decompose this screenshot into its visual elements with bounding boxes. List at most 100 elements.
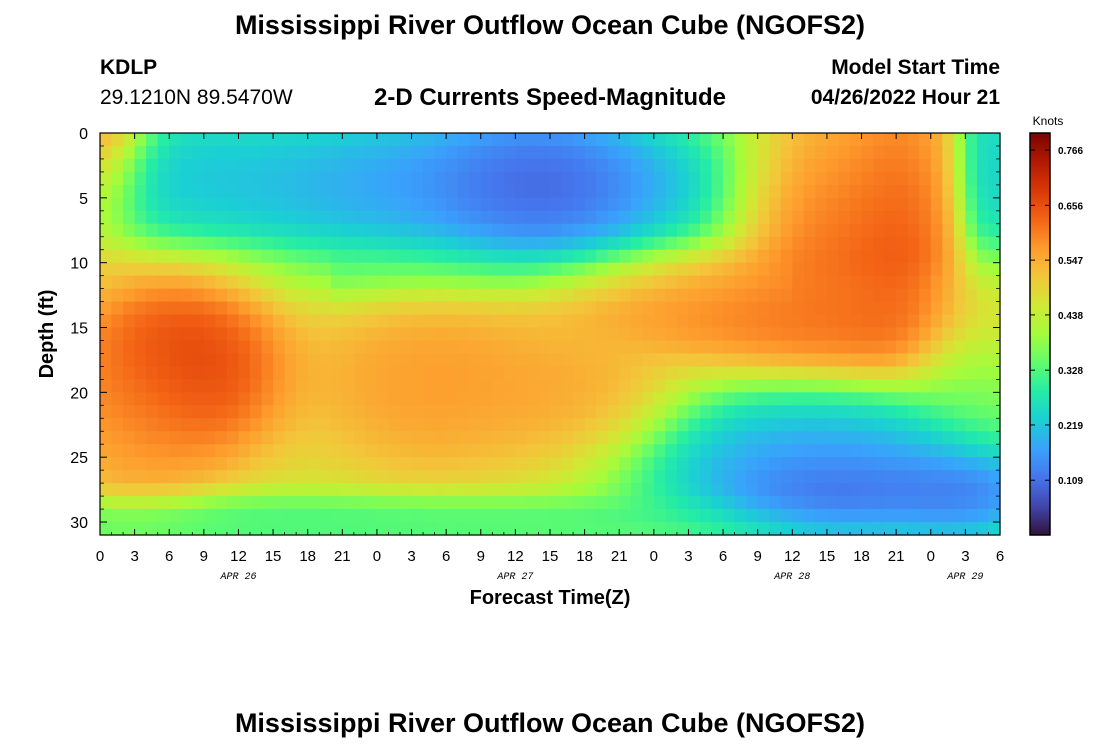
heatmap-cell (803, 483, 816, 497)
heatmap-cell (157, 379, 170, 393)
heatmap-cell (353, 366, 366, 380)
heatmap-cell (942, 379, 955, 393)
heatmap-cell (619, 392, 632, 406)
heatmap-cell (850, 145, 863, 160)
heatmap-cell (319, 262, 332, 277)
heatmap-cell (146, 418, 159, 432)
heatmap-cell (965, 496, 978, 510)
heatmap-cell (561, 366, 574, 380)
heatmap-cell (653, 171, 666, 186)
heatmap-cell (723, 301, 736, 316)
heatmap-cell (815, 379, 828, 393)
heatmap-cell (250, 158, 263, 173)
heatmap-cell (550, 197, 563, 212)
heatmap-cell (480, 314, 493, 329)
heatmap-cell (157, 457, 170, 471)
heatmap-cell (446, 288, 459, 303)
heatmap-cell (238, 405, 251, 419)
heatmap-cell (134, 496, 147, 510)
heatmap-cell (873, 210, 886, 225)
heatmap-cell (238, 470, 251, 484)
heatmap-cell (780, 275, 793, 290)
heatmap-cell (780, 340, 793, 355)
heatmap-cell (503, 275, 516, 290)
heatmap-cell (411, 197, 424, 212)
heatmap-cell (965, 353, 978, 368)
heatmap-cell (123, 210, 136, 225)
heatmap-cell (815, 353, 828, 368)
heatmap-cell (273, 145, 286, 160)
heatmap-cell (169, 379, 182, 393)
heatmap-cell (850, 353, 863, 368)
heatmap-cell (942, 444, 955, 458)
heatmap-cell (769, 444, 782, 458)
heatmap-cell (988, 145, 1001, 160)
heatmap-cell (803, 457, 816, 471)
heatmap-cell (815, 418, 828, 432)
heatmap-cell (319, 184, 332, 199)
heatmap-cell (550, 392, 563, 406)
heatmap-cell (226, 301, 240, 316)
heatmap-cell (919, 249, 932, 264)
heatmap-cell (619, 340, 632, 355)
heatmap-cell (480, 496, 493, 510)
heatmap-cell (284, 275, 297, 290)
heatmap-cell (757, 210, 770, 225)
heatmap-cell (711, 353, 724, 368)
heatmap-cell (757, 275, 770, 290)
heatmap-cell (757, 522, 770, 536)
heatmap-cell (688, 249, 701, 264)
heatmap-cell (561, 210, 574, 225)
heatmap-cell (503, 210, 516, 225)
heatmap-cell (215, 145, 228, 160)
heatmap-cell (850, 366, 863, 380)
heatmap-cell (203, 353, 216, 368)
heatmap-cell (307, 223, 320, 238)
heatmap-cell (400, 366, 413, 380)
heatmap-cell (873, 262, 886, 277)
colorbar-tick-label: 0.438 (1058, 311, 1083, 322)
heatmap-cell (434, 314, 447, 329)
heatmap-cell (907, 223, 920, 238)
heatmap-cell (653, 470, 666, 484)
heatmap-cell (919, 366, 932, 380)
heatmap-cell (307, 509, 320, 523)
heatmap-cell (665, 366, 678, 380)
heatmap-cell (723, 236, 736, 251)
heatmap-cell (815, 431, 828, 445)
heatmap-cell (330, 262, 343, 277)
heatmap-cell (100, 262, 113, 277)
heatmap-cell (561, 457, 574, 471)
heatmap-cell (884, 470, 897, 484)
heatmap-cell (296, 184, 309, 199)
heatmap-cell (319, 353, 332, 368)
heatmap-cell (976, 418, 990, 432)
heatmap-cell (988, 158, 1001, 173)
heatmap-cell (653, 327, 666, 342)
heatmap-cell (492, 210, 505, 225)
heatmap-cell (988, 405, 1001, 419)
heatmap-cell (780, 496, 793, 510)
heatmap-cell (780, 158, 793, 173)
heatmap-cell (838, 223, 851, 238)
heatmap-cell (238, 314, 251, 329)
y-tick-label: 20 (70, 385, 88, 402)
heatmap-cell (688, 353, 701, 368)
heatmap-cell (584, 262, 597, 277)
heatmap-cell (896, 275, 909, 290)
heatmap-cell (803, 496, 816, 510)
heatmap-cell (757, 262, 770, 277)
heatmap-cell (134, 158, 147, 173)
heatmap-cell (700, 457, 713, 471)
heatmap-cell (584, 314, 597, 329)
heatmap-cell (388, 366, 401, 380)
heatmap-cell (134, 366, 147, 380)
heatmap-cell (896, 483, 909, 497)
heatmap-cell (226, 262, 240, 277)
x-tick-label: 21 (334, 548, 351, 565)
heatmap-cell (157, 509, 170, 523)
heatmap-cell (769, 145, 782, 160)
heatmap-cell (353, 431, 366, 445)
heatmap-cell (457, 470, 470, 484)
